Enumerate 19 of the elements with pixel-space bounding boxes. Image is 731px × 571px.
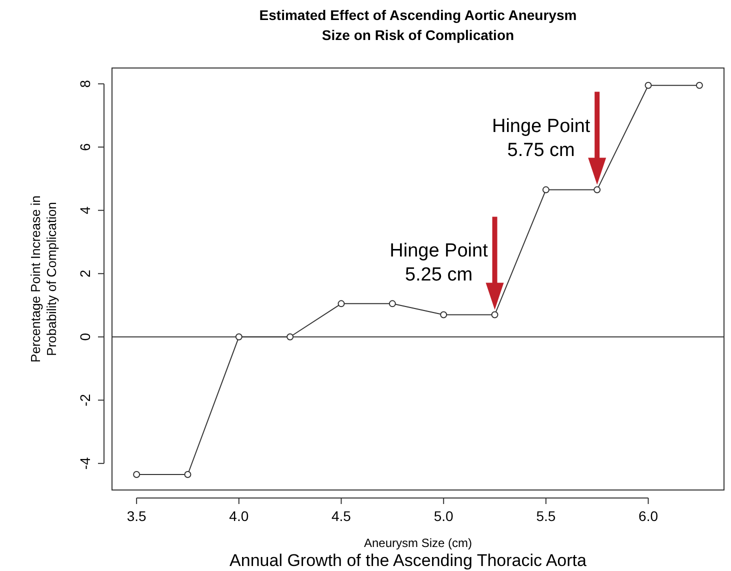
x-tick-label: 3.5 (126, 508, 147, 524)
y-tick-label: 2 (77, 270, 93, 278)
text: Annual Growth of the Ascending Thoracic Aorta (230, 551, 587, 570)
annotation: Hinge Point 5.75 cm (492, 116, 591, 161)
x-tick-label: 5.5 (536, 508, 556, 524)
x-tick-label: 5.0 (434, 508, 454, 524)
y-tick-label: 6 (77, 142, 93, 151)
chart-title: Estimated Effect of Ascending Aortic Aneurysm Size on Risk of Complication (259, 7, 577, 43)
y-tick-label: 0 (77, 332, 93, 341)
annotation: Hinge Point 5.25 cm (390, 240, 489, 286)
x-tick-label: 6.0 (638, 508, 658, 524)
y-tick-label: 4 (77, 206, 93, 214)
x-tick-label: 4.0 (229, 508, 249, 524)
x-axis-title: Aneurysm Size (cm) (364, 536, 472, 550)
y-tick-label: -2 (77, 394, 93, 406)
y-axis-title: Percentage Point Increase in Probability of Complication (28, 196, 59, 362)
y-tick-label: 8 (77, 80, 93, 88)
x-tick-label: 4.5 (332, 508, 352, 524)
y-tick-label: -4 (77, 456, 93, 470)
